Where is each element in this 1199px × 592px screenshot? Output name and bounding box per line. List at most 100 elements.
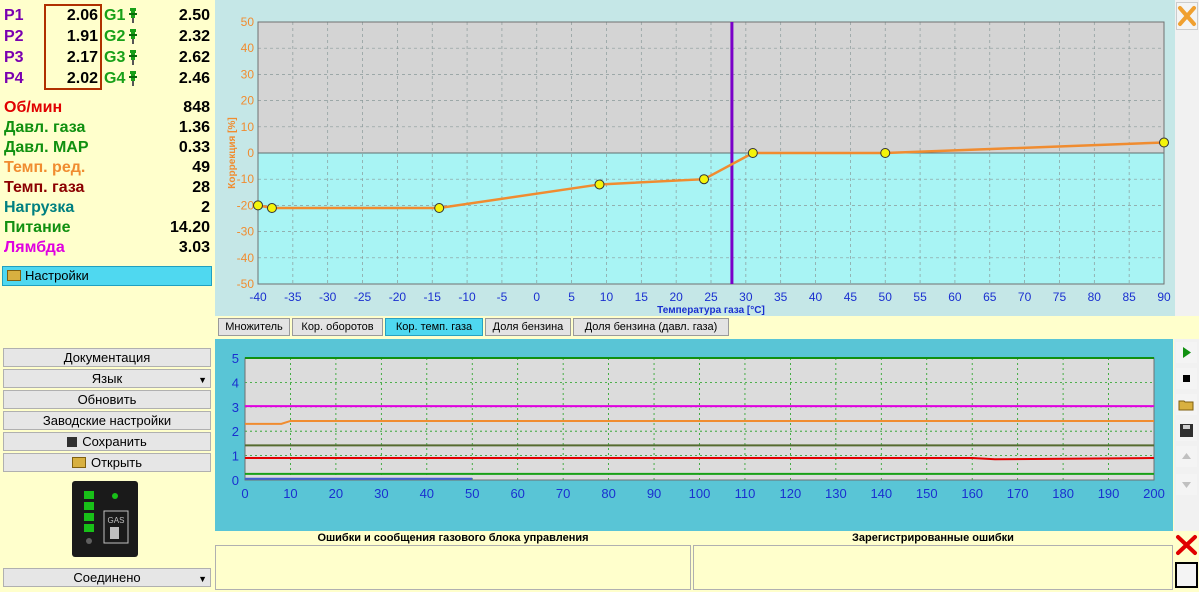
stat-load: Нагрузка 2 xyxy=(4,198,210,218)
g1-value: 2.50 xyxy=(178,7,210,24)
x-tick-label: 140 xyxy=(870,486,892,501)
plot-border xyxy=(257,21,1165,285)
x-tick-label: 0 xyxy=(241,486,248,501)
tab-petrol-share[interactable]: Доля бензина xyxy=(485,318,571,336)
x-tick-label: -15 xyxy=(424,290,442,304)
g2-label: G2 xyxy=(104,28,126,45)
x-tick-label: 90 xyxy=(1157,290,1171,304)
stop-icon[interactable] xyxy=(1176,368,1197,389)
gas-temp-correction-chart[interactable]: -40 -35 -30 -25 -20 -15 -10 -5 0 5 10 15 20 25 30 35 40 4… xyxy=(215,0,1175,316)
y-tick-label: 0 xyxy=(247,146,254,160)
g2-value: 2.32 xyxy=(178,28,210,45)
x-tick-label: 190 xyxy=(1098,486,1120,501)
x-tick-label: 35 xyxy=(774,290,788,304)
scroll-down-icon[interactable] xyxy=(1176,474,1197,495)
factory-settings-button[interactable]: Заводские настройки xyxy=(3,411,211,430)
left-panel: P1 2.06 G1 2.50 P2 1.91 G2 2.32 P3 2.17 … xyxy=(0,0,215,592)
folder-open-icon[interactable] xyxy=(1176,394,1197,415)
x-tick-label: 70 xyxy=(1018,290,1032,304)
x-tick-label: 70 xyxy=(556,486,570,501)
x-tick-label: -40 xyxy=(249,290,267,304)
open-label: Открыть xyxy=(90,455,143,470)
errors-title: Ошибки и сообщения газового блока управл… xyxy=(317,532,589,544)
save-icon[interactable] xyxy=(1176,420,1197,441)
stat-label: Темп. ред. xyxy=(4,159,86,176)
x-tick-label: 160 xyxy=(961,486,983,501)
x-tick-label: 110 xyxy=(735,486,756,501)
tab-multiplier[interactable]: Множитель xyxy=(218,318,290,336)
p2-value: 1.91 xyxy=(66,28,98,45)
x-tick-label: 20 xyxy=(669,290,683,304)
y-tick-label: 1 xyxy=(232,449,239,464)
errors-box xyxy=(215,545,691,590)
recorder-toolbar xyxy=(1174,339,1199,531)
stat-gas-pressure: Давл. газа 1.36 xyxy=(4,118,210,138)
stat-value: 3.03 xyxy=(178,239,210,256)
x-tick-label: -20 xyxy=(389,290,407,304)
g3-label: G3 xyxy=(104,49,126,66)
p1-value: 2.06 xyxy=(66,7,98,24)
x-tick-label: 20 xyxy=(329,486,343,501)
tab-rpm-correction[interactable]: Кор. оборотов xyxy=(292,318,383,336)
stat-label: Темп. газа xyxy=(4,179,85,196)
p4-label: P4 xyxy=(4,70,24,87)
x-tick-label: 200 xyxy=(1143,486,1165,501)
gas-switch-icon[interactable]: GAS xyxy=(72,481,138,557)
x-tick-label: 120 xyxy=(780,486,802,501)
play-icon[interactable] xyxy=(1176,342,1197,363)
correction-point xyxy=(266,203,277,214)
stat-value: 2 xyxy=(201,199,210,216)
x-tick-label: 25 xyxy=(704,290,718,304)
x-tick-label: 30 xyxy=(374,486,388,501)
correction-line xyxy=(257,141,1165,210)
language-label: Язык xyxy=(91,371,123,386)
y-tick-label: 20 xyxy=(241,94,255,108)
folder-icon xyxy=(71,457,86,468)
y-tick-label: -50 xyxy=(237,277,255,291)
x-tick-label: 150 xyxy=(916,486,938,501)
delete-errors-icon[interactable] xyxy=(1175,534,1198,556)
correction-point xyxy=(880,148,891,158)
g4-value: 2.46 xyxy=(178,70,210,87)
settings-button[interactable]: Настройки xyxy=(2,266,212,286)
stat-rpm: Об/мин 848 xyxy=(4,98,210,118)
error-indicator-icon[interactable] xyxy=(1174,560,1199,590)
stat-label: Давл. газа xyxy=(4,119,86,136)
y-tick-label: -20 xyxy=(237,198,255,212)
correction-point xyxy=(253,200,263,211)
x-tick-label: 60 xyxy=(948,290,962,304)
scroll-up-icon[interactable] xyxy=(1176,446,1197,467)
documentation-button[interactable]: Документация xyxy=(3,348,211,367)
x-tick-label: 10 xyxy=(283,486,297,501)
stat-power: Питание 14.20 xyxy=(4,218,210,238)
y-tick-label: 4 xyxy=(232,375,239,390)
y-tick-label: -10 xyxy=(237,172,255,186)
x-tick-label: 180 xyxy=(1052,486,1074,501)
stat-value: 0.33 xyxy=(178,139,210,156)
connection-status-dropdown[interactable]: Соединено ▼ xyxy=(3,568,211,587)
stat-reducer-temp: Темп. ред. 49 xyxy=(4,158,210,178)
correction-point xyxy=(594,179,605,190)
y-tick-label: -40 xyxy=(237,251,255,265)
open-button[interactable]: Открыть xyxy=(3,453,211,472)
x-tick-label: -25 xyxy=(354,290,372,304)
stat-label: Об/мин xyxy=(4,99,63,116)
tab-gas-temp-correction[interactable]: Кор. темп. газа xyxy=(385,318,483,336)
tab-petrol-share-gas-pressure[interactable]: Доля бензина (давл. газа) xyxy=(573,318,729,336)
x-tick-label: -30 xyxy=(319,290,337,304)
close-button[interactable] xyxy=(1176,2,1198,30)
stat-value: 28 xyxy=(192,179,210,196)
x-tick-label: 45 xyxy=(844,290,858,304)
language-dropdown[interactable]: Язык ▼ xyxy=(3,369,211,388)
x-tick-label: 80 xyxy=(601,486,615,501)
refresh-button[interactable]: Обновить xyxy=(3,390,211,409)
save-button[interactable]: Сохранить xyxy=(3,432,211,451)
y-tick-label: 30 xyxy=(241,67,255,81)
stat-label: Питание xyxy=(4,219,71,236)
p4-value: 2.02 xyxy=(66,70,98,87)
live-data-chart-area: 0 10 20 30 40 50 60 70 80 90 100 110 120 130 140 150 160… xyxy=(215,339,1173,531)
y-tick-label: 50 xyxy=(241,15,255,29)
live-data-chart: 0 10 20 30 40 50 60 70 80 90 100 110 120 130 140 150 160… xyxy=(232,351,1165,501)
x-axis-label: Температура газа [°C] xyxy=(657,305,765,316)
x-tick-label: 80 xyxy=(1088,290,1102,304)
